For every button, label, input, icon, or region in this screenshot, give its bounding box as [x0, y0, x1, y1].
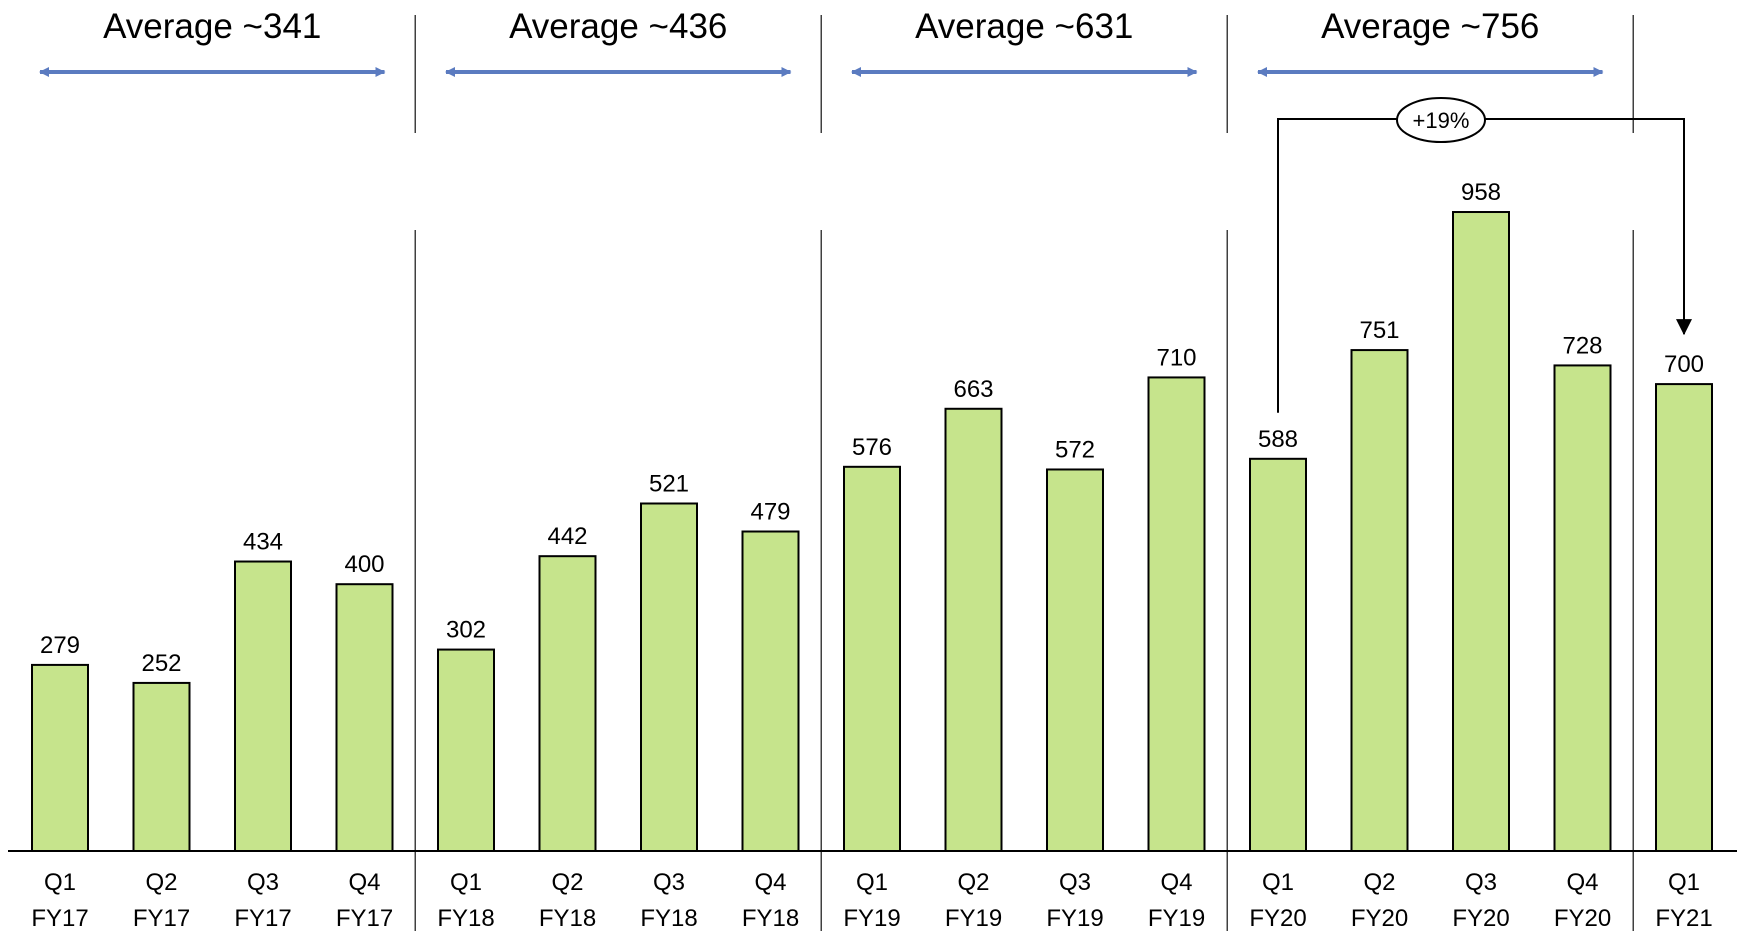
bar: [843, 465, 901, 852]
data-label: 572: [1055, 436, 1095, 463]
bar: [132, 681, 191, 853]
average-label: Average ~341: [103, 7, 321, 46]
data-label: 710: [1156, 344, 1196, 371]
x-tick-label-year: FY20: [1351, 905, 1408, 931]
x-tick-label-year: FY20: [1249, 905, 1306, 931]
x-tick-label-year: FY18: [539, 905, 596, 931]
average-label: Average ~631: [915, 7, 1133, 46]
x-tick-label-year: FY17: [336, 905, 393, 931]
data-label: 588: [1258, 426, 1298, 453]
x-tick-labels: Q1 FY17 Q2 FY17 Q3 FY17 Q4 FY17 Q1 FY18 Q2 FY18 Q3 FY…: [31, 869, 1712, 931]
data-label: 728: [1562, 332, 1602, 359]
bar: [1452, 211, 1510, 853]
bar: [1655, 383, 1713, 852]
data-labels: 279 252 434 400 302 442 521 479 576 663 572 710 588 7…: [40, 179, 1704, 677]
x-tick-label-year: FY17: [31, 905, 88, 931]
x-tick-label-year: FY20: [1452, 905, 1509, 931]
average-annotations: Average ~341 Average ~436 Average ~631 Aver…: [39, 7, 1604, 77]
data-label: 279: [40, 632, 80, 659]
x-tick-label-year: FY19: [1046, 905, 1103, 931]
data-label: 700: [1664, 351, 1704, 378]
fiscal-year-dividers: [414, 15, 1634, 931]
average-label: Average ~436: [509, 7, 727, 46]
growth-annotation: +19%: [1277, 97, 1692, 413]
data-label: 400: [344, 551, 384, 578]
x-tick-label-quarter: Q4: [348, 869, 380, 896]
x-tick-label-year: FY17: [234, 905, 291, 931]
bar: [1147, 376, 1206, 852]
x-tick-label-year: FY17: [133, 905, 190, 931]
x-tick-label-quarter: Q3: [1465, 869, 1497, 896]
data-label: 252: [141, 650, 181, 677]
bar: [1046, 468, 1104, 852]
x-tick-label-quarter: Q1: [856, 869, 888, 896]
x-tick-label-quarter: Q3: [1059, 869, 1091, 896]
bar: [1249, 457, 1307, 852]
x-tick-label-quarter: Q4: [1566, 869, 1598, 896]
x-tick-label-quarter: Q2: [1363, 869, 1395, 896]
bar: [234, 560, 292, 852]
x-tick-label-year: FY21: [1655, 905, 1712, 931]
x-tick-label-quarter: Q3: [653, 869, 685, 896]
bar: [1553, 364, 1612, 852]
data-label: 751: [1359, 317, 1399, 344]
bar: [31, 663, 89, 852]
growth-label: +19%: [1413, 108, 1470, 133]
x-tick-label-quarter: Q1: [44, 869, 76, 896]
bar: [741, 530, 800, 853]
x-tick-label-year: FY19: [843, 905, 900, 931]
x-tick-label-year: FY20: [1554, 905, 1611, 931]
x-tick-label-quarter: Q2: [551, 869, 583, 896]
data-label: 958: [1461, 179, 1501, 206]
data-label: 442: [547, 523, 587, 550]
bar-series: [31, 211, 1713, 853]
data-label: 479: [750, 499, 790, 526]
x-tick-label-quarter: Q2: [957, 869, 989, 896]
data-label: 302: [446, 617, 486, 644]
x-tick-label-year: FY19: [945, 905, 1002, 931]
data-label: 576: [852, 434, 892, 461]
data-label: 521: [649, 470, 689, 497]
bar: [538, 555, 597, 852]
x-tick-label-quarter: Q3: [247, 869, 279, 896]
average-label: Average ~756: [1321, 7, 1539, 46]
bar: [437, 648, 495, 852]
x-tick-label-quarter: Q2: [145, 869, 177, 896]
bar: [944, 407, 1003, 852]
x-tick-label-year: FY18: [640, 905, 697, 931]
data-label: 434: [243, 529, 283, 556]
x-tick-label-quarter: Q4: [1160, 869, 1192, 896]
x-tick-label-year: FY18: [742, 905, 799, 931]
x-tick-label-quarter: Q4: [754, 869, 786, 896]
data-label: 663: [953, 376, 993, 403]
x-tick-label-quarter: Q1: [450, 869, 482, 896]
x-tick-label-quarter: Q1: [1262, 869, 1294, 896]
growth-badge: [1396, 97, 1486, 143]
x-tick-label-quarter: Q1: [1668, 869, 1700, 896]
x-tick-label-year: FY18: [437, 905, 494, 931]
bar: [335, 583, 394, 852]
bar: [640, 502, 698, 852]
x-tick-label-year: FY19: [1148, 905, 1205, 931]
bar: [1350, 349, 1409, 852]
